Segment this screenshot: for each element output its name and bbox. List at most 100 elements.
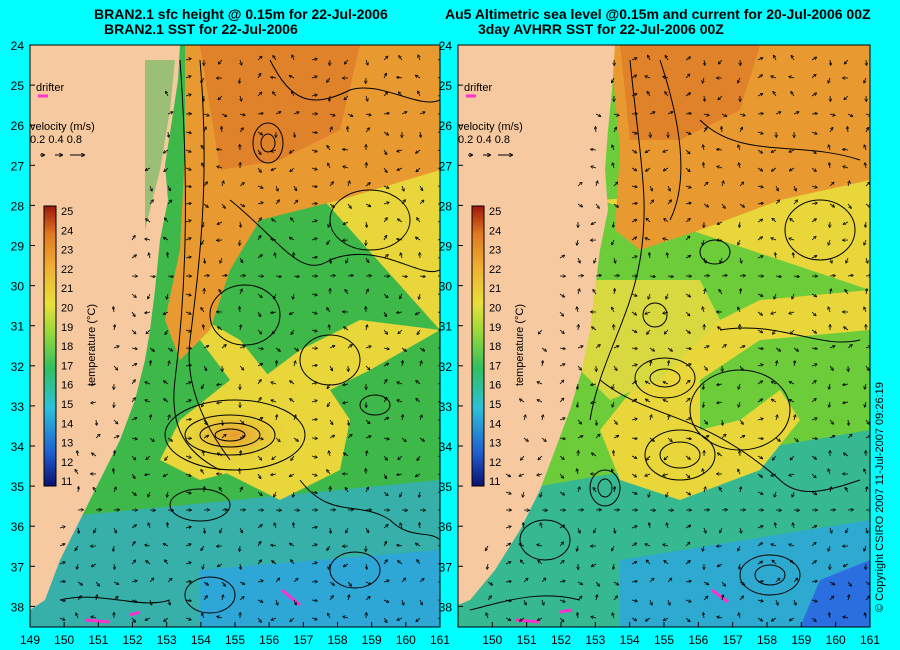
current-vector [419, 200, 424, 205]
current-vector [437, 365, 440, 367]
current-vector [185, 400, 191, 402]
current-vector [828, 239, 830, 245]
current-vector [631, 438, 637, 439]
current-vector [757, 492, 763, 494]
current-vector [131, 293, 136, 297]
current-vector [740, 289, 741, 295]
current-vector [75, 545, 79, 550]
current-vector [203, 596, 207, 601]
current-vector [523, 523, 524, 529]
current-vector [811, 57, 816, 61]
current-vector [185, 419, 191, 420]
current-vector [257, 149, 261, 154]
current-vector [383, 455, 387, 460]
current-vector [631, 399, 636, 403]
current-vector [93, 488, 97, 493]
lat-tick-label: 33 [439, 400, 453, 414]
current-vector [828, 545, 830, 551]
current-vector [772, 149, 777, 152]
current-vector [217, 617, 223, 618]
current-vector [218, 95, 223, 99]
current-vector [631, 167, 636, 170]
current-vector [346, 257, 348, 263]
current-vector [114, 451, 115, 457]
current-vector [829, 163, 830, 169]
current-vector [645, 238, 651, 240]
current-vector [343, 166, 349, 168]
current-vector [776, 361, 777, 367]
current-vector [419, 579, 424, 583]
right-land [458, 45, 615, 605]
current-vector [667, 112, 673, 115]
current-vector [595, 581, 599, 586]
current-vector [150, 185, 152, 191]
current-vector [290, 76, 295, 79]
colorbar-tick-label: 24 [489, 225, 501, 237]
current-vector [149, 437, 154, 441]
lon-tick-label: 150 [54, 633, 74, 647]
lon-tick-label: 151 [517, 633, 537, 647]
current-vector [646, 617, 651, 621]
current-vector [703, 596, 707, 601]
current-vector [631, 419, 637, 420]
current-vector [614, 527, 615, 533]
current-vector [383, 218, 387, 223]
current-vector [95, 435, 100, 439]
current-vector [772, 382, 777, 385]
current-vector [739, 203, 744, 207]
right-cold-patch [800, 560, 870, 627]
current-vector [217, 402, 223, 403]
lat-tick-label: 24 [11, 39, 25, 53]
right-panel-title-line1: Au5 Altimetric sea level @0.15m and curr… [445, 6, 871, 22]
current-vector [537, 382, 543, 384]
current-vector [416, 237, 421, 241]
current-vector [592, 453, 597, 457]
current-vector [631, 473, 636, 477]
current-vector [437, 563, 440, 565]
current-vector [271, 545, 277, 546]
current-vector [811, 113, 817, 114]
current-vector [417, 560, 421, 565]
current-vector [649, 276, 655, 277]
current-vector [291, 329, 295, 334]
current-vector [271, 312, 277, 313]
current-vector [131, 617, 135, 622]
current-vector [703, 128, 707, 133]
current-vector [577, 436, 583, 439]
current-vector [757, 473, 762, 477]
current-vector [327, 308, 331, 313]
left-map [30, 45, 440, 627]
current-vector [437, 419, 440, 421]
current-vector [113, 581, 118, 584]
current-vector [591, 149, 597, 150]
current-vector [416, 149, 421, 153]
current-vector [811, 93, 816, 97]
current-vector [276, 599, 278, 605]
current-vector [149, 276, 155, 277]
current-vector [293, 523, 294, 529]
current-vector [420, 361, 422, 367]
current-vector [613, 419, 617, 424]
right-lon-axis: 150 151 152 153 154 155 156 157 158 159 160 161 [482, 622, 880, 647]
current-vector [612, 470, 615, 475]
current-vector [811, 149, 816, 153]
current-vector [383, 293, 388, 297]
current-vector [649, 523, 650, 529]
current-vector [345, 290, 349, 295]
current-vector [847, 275, 853, 276]
current-vector [343, 617, 349, 618]
current-vector [240, 289, 242, 295]
current-vector [541, 347, 546, 351]
current-vector [329, 596, 333, 601]
current-vector [505, 562, 511, 565]
current-vector [505, 526, 511, 528]
current-vector [829, 436, 834, 439]
current-vector [828, 77, 830, 83]
current-vector [383, 202, 389, 204]
current-vector [704, 289, 705, 295]
current-vector [523, 437, 528, 441]
current-vector [131, 473, 135, 478]
current-vector [612, 77, 615, 82]
current-vector [774, 293, 776, 299]
current-vector [239, 487, 242, 493]
